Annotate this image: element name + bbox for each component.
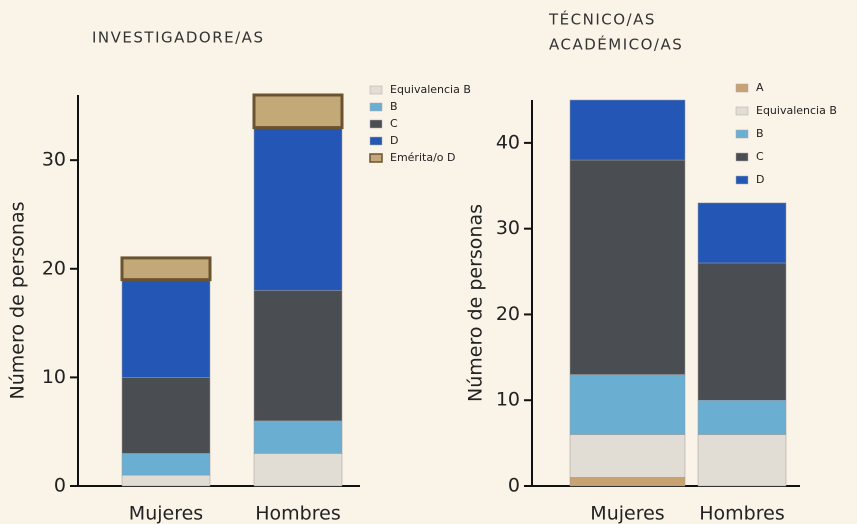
legend-swatch	[369, 85, 383, 95]
chart-title: INVESTIGADORE/AS	[92, 29, 264, 47]
bar-segment	[569, 99, 686, 161]
y-axis-label: Número de personas	[7, 202, 29, 400]
y-tick-label: 20	[496, 303, 520, 325]
x-tick-label: Mujeres	[590, 503, 664, 524]
bar-segment	[569, 477, 686, 487]
legend-label: C	[390, 117, 398, 130]
legend-swatch	[369, 136, 383, 146]
legend-swatch	[735, 152, 749, 162]
bar-segment	[697, 434, 787, 487]
bar-segment	[697, 262, 787, 401]
bar-segment	[697, 202, 787, 264]
legend-swatch	[369, 153, 383, 163]
x-tick-label: Mujeres	[129, 503, 203, 524]
legend-label: Equivalencia B	[756, 104, 837, 117]
bar-segment	[569, 159, 686, 375]
legend-label: C	[756, 150, 764, 163]
y-tick-label: 30	[496, 217, 520, 239]
bar-segment	[121, 474, 211, 487]
bar-segment	[121, 377, 211, 454]
legend-label: D	[390, 134, 398, 147]
bar-segment	[252, 93, 344, 130]
bar-segment	[253, 127, 343, 291]
y-tick-label: 0	[508, 475, 520, 497]
legend-swatch	[735, 175, 749, 185]
bar-segment	[121, 453, 211, 476]
legend-swatch	[369, 119, 383, 129]
legend-label: B	[390, 100, 398, 113]
y-tick-label: 10	[496, 389, 520, 411]
legend-swatch	[369, 102, 383, 112]
chart-title: ACADÉMICO/AS	[549, 35, 683, 54]
legend-label: Emérita/o D	[390, 151, 455, 164]
bar-segment	[253, 453, 343, 487]
bar-segment	[569, 434, 686, 478]
legend-label: A	[756, 81, 764, 94]
legend-label: B	[756, 127, 764, 140]
legend-swatch	[735, 129, 749, 139]
bar-segment	[697, 399, 787, 435]
legend-label: D	[756, 173, 764, 186]
y-tick-label: 0	[54, 475, 66, 497]
x-tick-label: Hombres	[699, 503, 784, 524]
x-tick-label: Hombres	[255, 503, 340, 524]
bar-segment	[120, 256, 212, 282]
y-axis-label: Número de personas	[465, 204, 487, 402]
bar-segment	[253, 290, 343, 422]
y-tick-label: 30	[42, 149, 66, 171]
legend-swatch	[735, 106, 749, 116]
y-tick-label: 40	[496, 131, 520, 153]
legend-label: Equivalencia B	[390, 83, 471, 96]
chart-title: TÉCNICO/AS	[548, 10, 656, 29]
bar-segment	[121, 279, 211, 378]
bar-segment	[569, 374, 686, 435]
y-tick-label: 20	[42, 257, 66, 279]
y-tick-label: 10	[42, 366, 66, 388]
legend-swatch	[735, 83, 749, 93]
bar-segment	[253, 420, 343, 454]
